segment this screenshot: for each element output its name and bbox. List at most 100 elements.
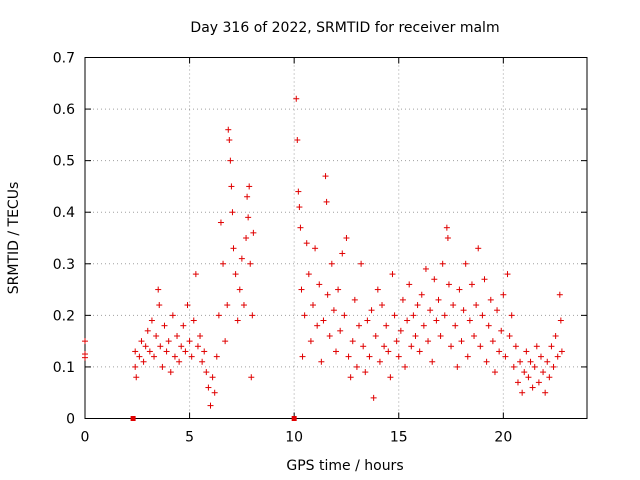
data-point — [431, 276, 438, 283]
data-point — [201, 348, 208, 355]
data-point — [140, 358, 147, 365]
data-point — [243, 235, 250, 241]
x-tick-label: 5 — [185, 430, 194, 446]
data-point — [402, 363, 409, 370]
data-point — [156, 302, 163, 309]
data-point — [136, 353, 143, 360]
data-point — [161, 322, 168, 329]
data-point — [370, 394, 377, 401]
data-point — [399, 296, 406, 303]
data-point — [462, 260, 469, 267]
data-point — [312, 245, 319, 252]
data-point — [205, 384, 212, 391]
data-point — [510, 363, 517, 370]
data-point — [544, 358, 551, 365]
data-point — [229, 209, 236, 216]
data-point — [550, 363, 557, 370]
x-tick-label: 0 — [81, 430, 90, 446]
data-point — [466, 317, 473, 324]
data-point — [514, 379, 521, 386]
data-point — [358, 260, 365, 267]
data-point — [343, 235, 350, 241]
data-point — [548, 343, 555, 350]
data-point — [294, 137, 301, 144]
data-point — [132, 348, 139, 355]
data-point — [556, 291, 563, 298]
data-point — [250, 229, 257, 236]
y-tick-label: 0 — [66, 412, 75, 428]
x-tick-label: 15 — [390, 430, 408, 446]
data-point — [443, 224, 450, 231]
data-point — [353, 363, 360, 370]
data-point — [508, 312, 515, 319]
data-point — [364, 317, 371, 324]
data-point — [230, 245, 237, 252]
data-point — [224, 302, 231, 309]
data-point — [188, 353, 195, 360]
data-point — [542, 389, 549, 396]
data-point — [82, 354, 88, 361]
data-point — [209, 374, 216, 381]
data-point — [238, 255, 245, 262]
y-axis-label: SRMTID / TECUs — [6, 182, 22, 295]
data-point — [456, 286, 463, 293]
data-point — [395, 353, 402, 360]
data-point — [323, 198, 330, 205]
data-point — [142, 343, 149, 350]
data-point — [328, 260, 335, 267]
data-point — [372, 332, 379, 339]
data-point — [192, 271, 199, 278]
data-point — [481, 276, 488, 283]
tick-labels: 0 0.1 0.2 0.3 0.4 0.5 0.6 0.7 0 5 10 15 20 — [53, 51, 513, 446]
data-point — [552, 332, 559, 339]
data-point — [435, 296, 442, 303]
data-point — [213, 353, 220, 360]
data-point — [445, 281, 452, 288]
data-point — [381, 343, 388, 350]
data-point — [153, 332, 160, 339]
y-tick-label: 0.1 — [53, 360, 75, 376]
data-point — [178, 343, 185, 350]
data-point — [82, 338, 88, 345]
data-point — [362, 369, 369, 376]
data-point — [404, 317, 411, 324]
data-point — [215, 312, 222, 319]
data-point — [452, 322, 459, 329]
data-point — [533, 343, 540, 350]
data-point — [475, 245, 482, 252]
data-point — [226, 137, 233, 144]
data-point — [506, 332, 513, 339]
data-point — [298, 286, 305, 293]
x-tick-label: 20 — [494, 430, 512, 446]
data-point — [144, 327, 151, 334]
axis-ticks — [84, 57, 587, 419]
data-point — [441, 312, 448, 319]
data-point — [324, 291, 331, 298]
data-point — [527, 358, 534, 365]
data-point — [182, 348, 189, 355]
data-point — [406, 281, 413, 288]
no-data-marker — [291, 416, 297, 421]
data-point — [397, 327, 404, 334]
data-point — [184, 302, 191, 309]
data-point — [322, 173, 329, 180]
y-tick-label: 0.2 — [53, 308, 75, 324]
data-point — [537, 353, 544, 360]
plot-frame — [84, 57, 588, 419]
data-point — [360, 343, 367, 350]
data-point — [171, 353, 178, 360]
data-point — [500, 291, 507, 298]
data-point — [244, 193, 251, 200]
data-point — [176, 358, 183, 365]
data-point — [479, 312, 486, 319]
data-point — [351, 296, 358, 303]
data-point — [138, 338, 145, 345]
data-point — [246, 183, 253, 190]
y-tick-label: 0.6 — [53, 102, 75, 118]
data-point — [167, 369, 174, 376]
data-point — [525, 374, 532, 381]
data-point — [433, 317, 440, 324]
data-point — [531, 363, 538, 370]
data-point — [234, 317, 241, 324]
data-point — [420, 322, 427, 329]
